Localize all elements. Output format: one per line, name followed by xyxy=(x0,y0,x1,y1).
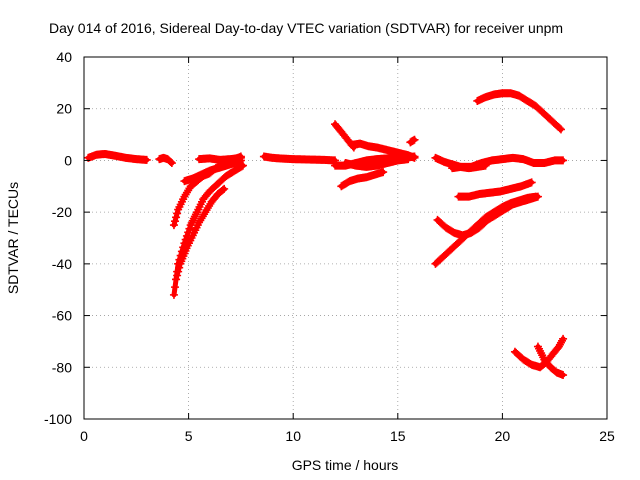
y-tick-label: -20 xyxy=(52,204,72,220)
data-point xyxy=(174,267,183,276)
y-tick-label: -100 xyxy=(44,411,72,427)
data-point xyxy=(172,275,181,284)
data-point xyxy=(559,156,568,165)
data-point xyxy=(379,168,388,177)
data-point xyxy=(172,213,181,222)
data-points xyxy=(84,89,568,380)
x-tick-label: 15 xyxy=(390,428,406,444)
data-point xyxy=(142,155,151,164)
data-point xyxy=(175,263,184,272)
data-point xyxy=(555,124,564,133)
y-tick-label: 0 xyxy=(64,152,72,168)
chart-title: Day 014 of 2016, Sidereal Day-to-day VTE… xyxy=(49,20,563,36)
x-axis-label: GPS time / hours xyxy=(292,457,399,473)
data-point xyxy=(218,185,227,194)
y-axis: -100 -80 -60 -40 -20 0 20 40 xyxy=(44,49,607,427)
x-axis: 0 5 10 15 20 25 xyxy=(80,57,615,444)
data-point xyxy=(556,125,565,134)
data-point xyxy=(171,217,180,226)
data-point xyxy=(185,224,194,233)
data-point xyxy=(166,158,175,167)
x-tick-label: 20 xyxy=(495,428,511,444)
data-point xyxy=(167,159,176,168)
data-point xyxy=(527,178,536,187)
y-tick-label: 20 xyxy=(56,101,72,117)
y-tick-label: -60 xyxy=(52,308,72,324)
data-point xyxy=(169,221,178,230)
data-point xyxy=(238,161,247,170)
x-tick-label: 5 xyxy=(185,428,193,444)
data-point xyxy=(173,209,182,218)
data-point xyxy=(410,153,419,162)
data-point xyxy=(169,290,178,299)
y-tick-label: -40 xyxy=(52,256,72,272)
data-point xyxy=(220,184,229,193)
y-tick-label: 40 xyxy=(56,49,72,65)
data-point xyxy=(410,135,419,144)
data-point xyxy=(559,334,568,343)
y-tick-label: -80 xyxy=(52,359,72,375)
x-tick-label: 0 xyxy=(80,428,88,444)
plot-frame xyxy=(83,56,608,420)
data-point xyxy=(173,271,182,280)
y-axis-label: SDTVAR / TECUs xyxy=(5,182,21,294)
data-point xyxy=(171,283,180,292)
x-tick-label: 25 xyxy=(599,428,615,444)
data-point xyxy=(404,155,413,164)
x-tick-label: 10 xyxy=(285,428,301,444)
data-point xyxy=(531,192,540,201)
data-point xyxy=(236,153,245,162)
data-point xyxy=(559,371,568,380)
